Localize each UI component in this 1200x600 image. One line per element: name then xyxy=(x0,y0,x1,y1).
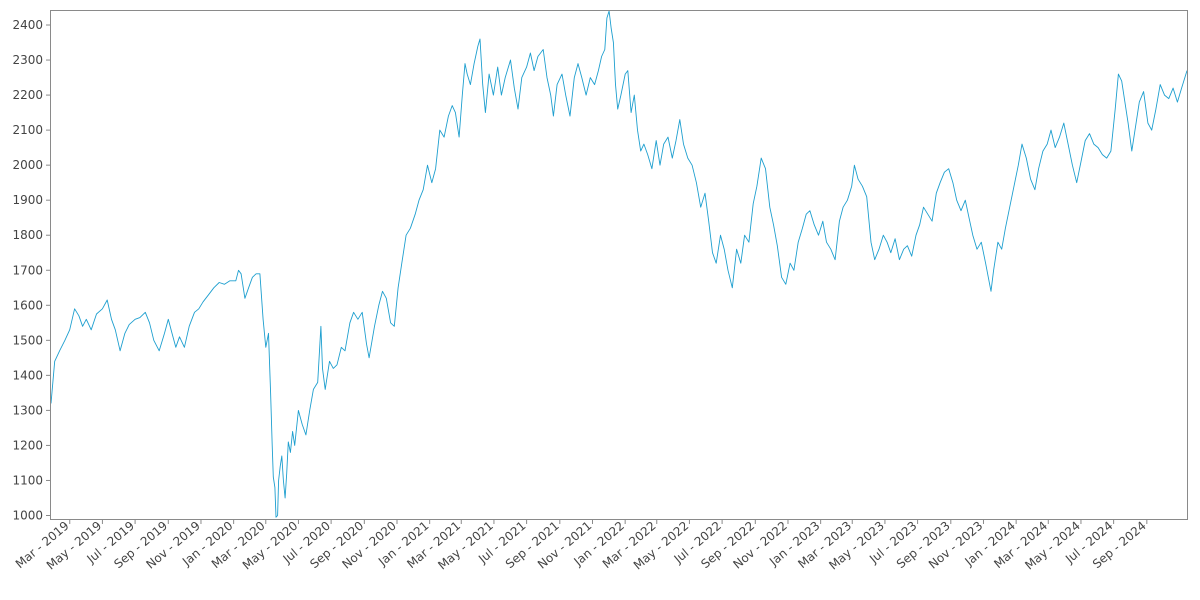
y-tick-label: 2400 xyxy=(12,18,43,32)
y-tick-label: 2100 xyxy=(12,123,43,137)
y-axis: 1000 1100 1200 1300 1400 1500 1600 1700 1800 1900… xyxy=(12,18,50,522)
y-tick-label: 1600 xyxy=(12,298,43,312)
y-tick-label: 2200 xyxy=(12,88,43,102)
series-line-0 xyxy=(50,10,1188,518)
y-tick-label: 1700 xyxy=(12,263,43,277)
y-tick-label: 2300 xyxy=(12,53,43,67)
y-tick-label: 1100 xyxy=(12,473,43,487)
plot-frame xyxy=(50,10,1188,520)
y-tick-label: 1300 xyxy=(12,403,43,417)
series-layer xyxy=(50,10,1188,518)
y-tick-label: 1800 xyxy=(12,228,43,242)
y-tick-label: 1000 xyxy=(12,508,43,522)
y-tick-label: 1900 xyxy=(12,193,43,207)
y-tick-label: 1200 xyxy=(12,438,43,452)
y-tick-label: 2000 xyxy=(12,158,43,172)
y-tick-label: 1400 xyxy=(12,368,43,382)
y-tick-label: 1500 xyxy=(12,333,43,347)
